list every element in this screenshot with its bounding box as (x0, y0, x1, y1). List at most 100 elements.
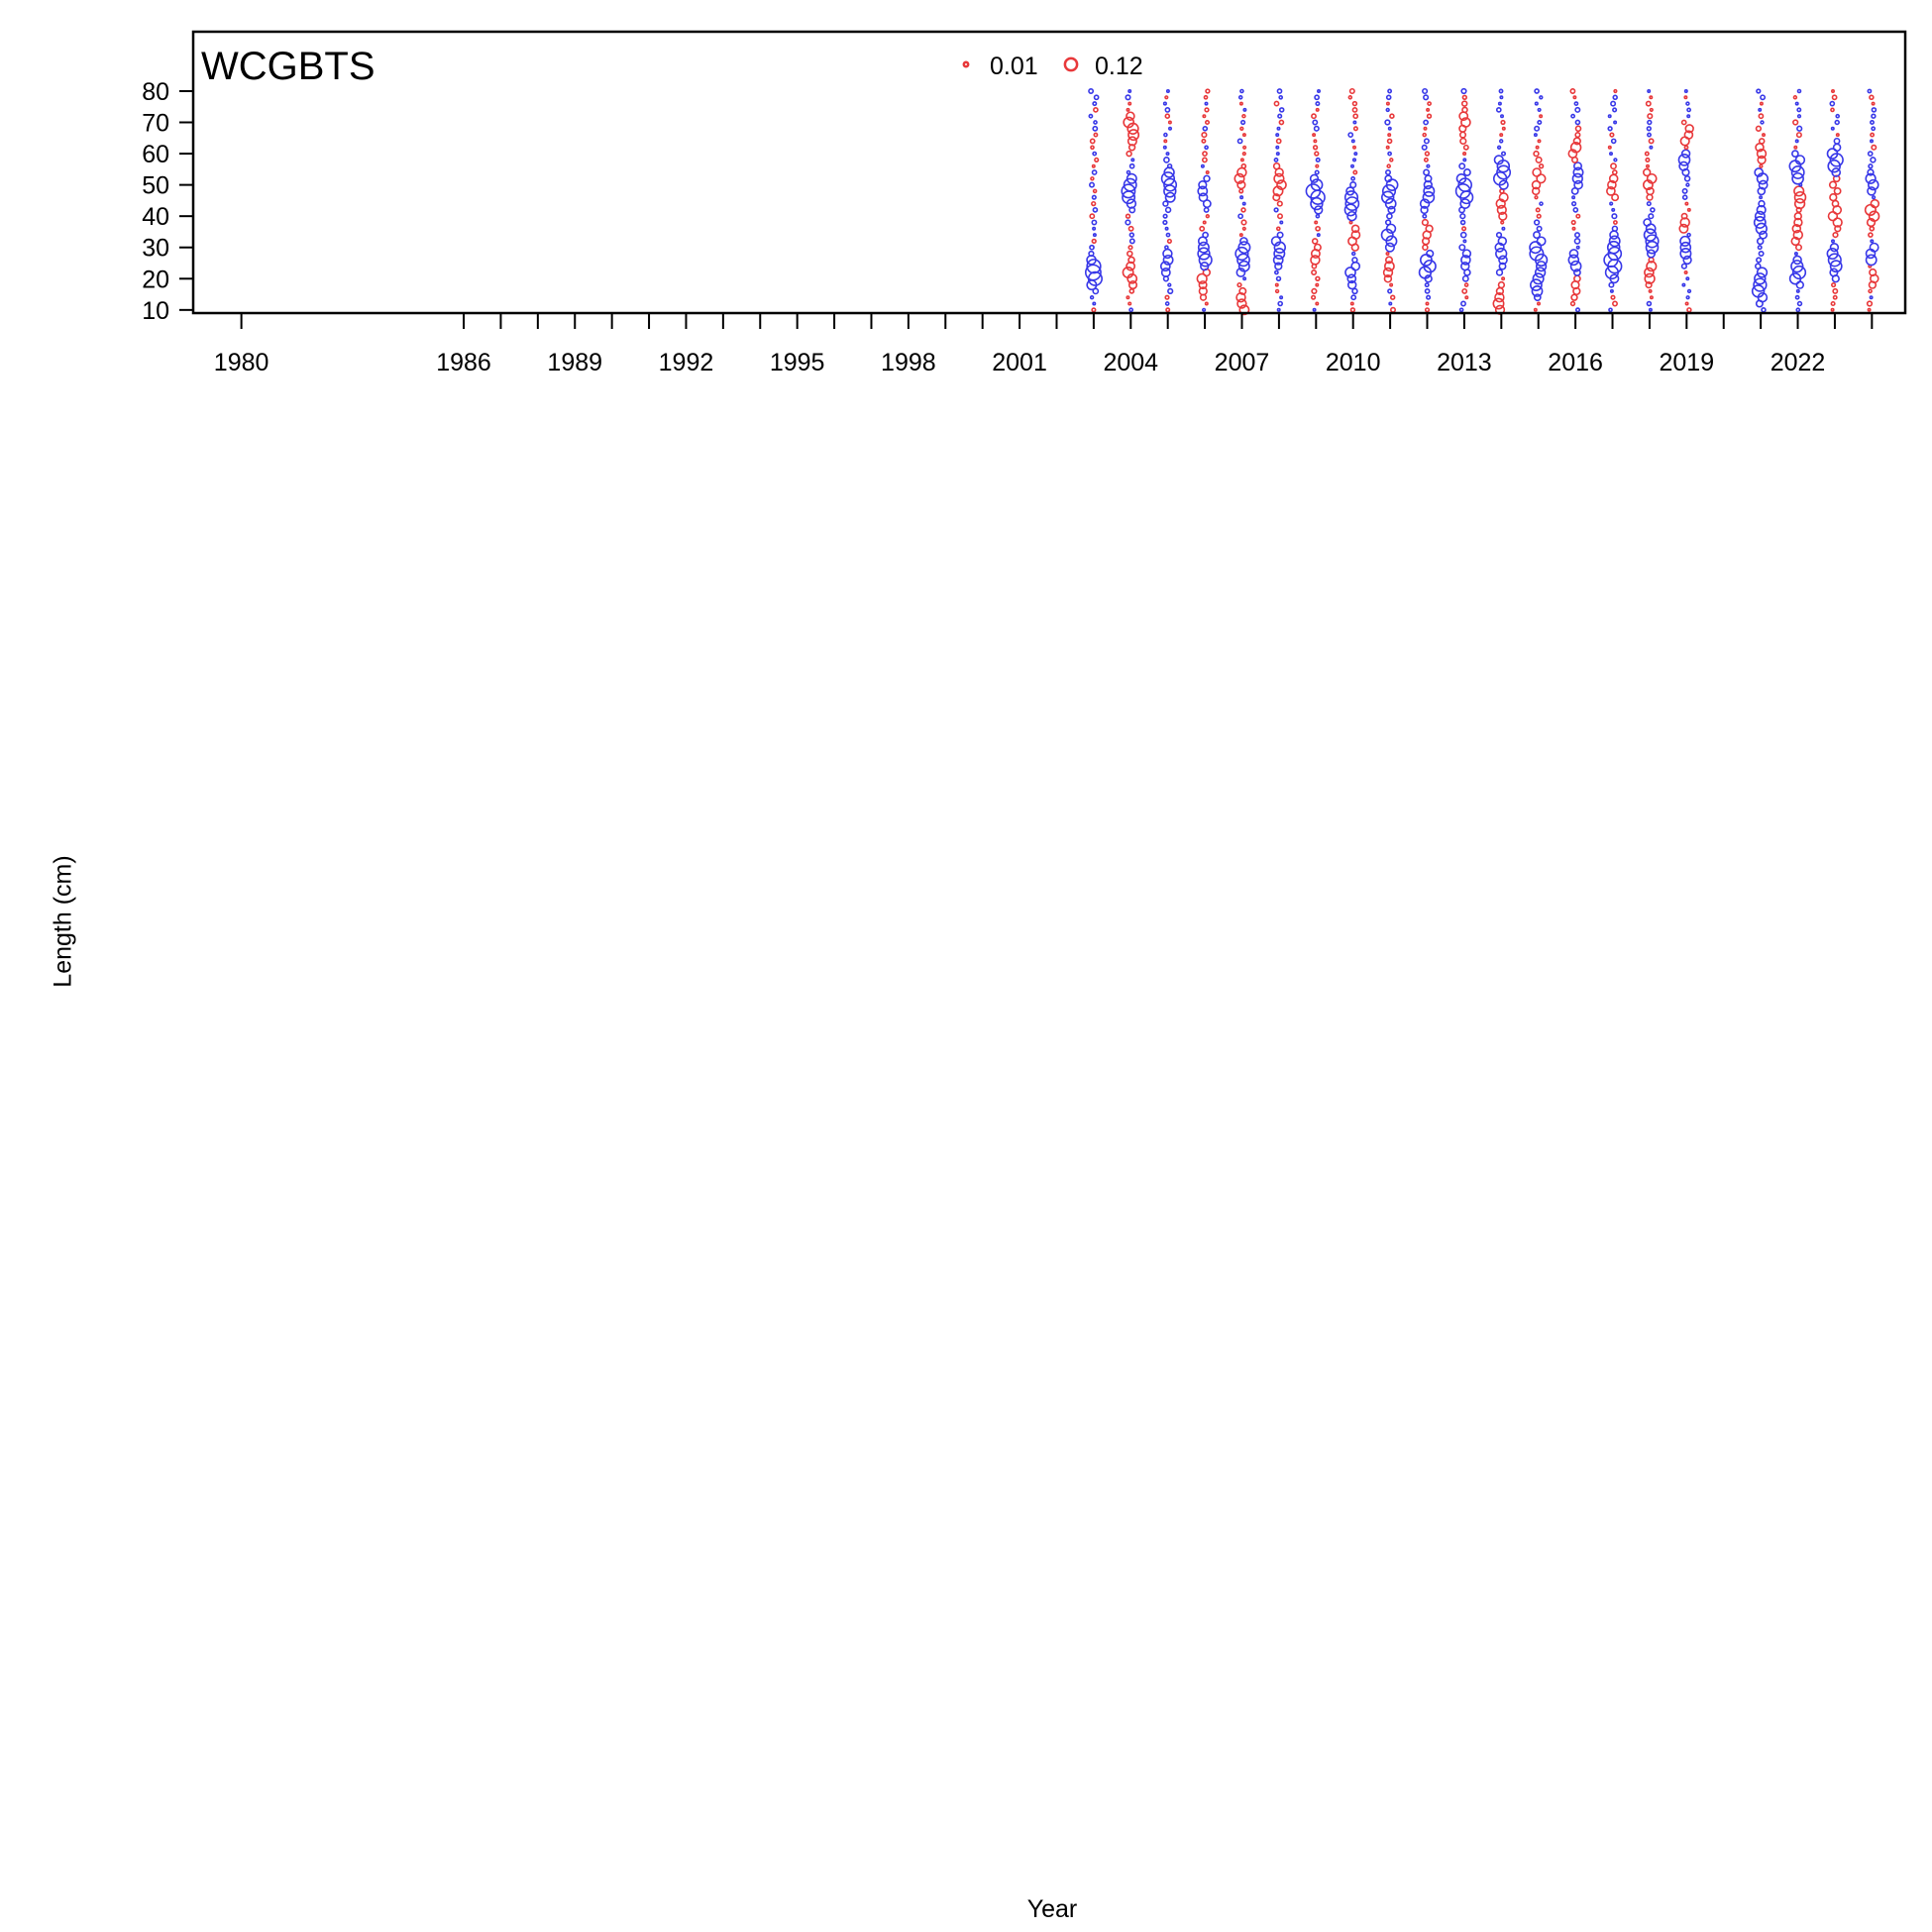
bubble (1537, 120, 1543, 126)
bubble (1870, 198, 1880, 209)
bubble (1092, 301, 1097, 306)
bubble (1683, 175, 1691, 182)
bubble (1094, 157, 1100, 162)
bubble (1349, 301, 1354, 306)
bubble (1793, 217, 1803, 228)
bubble (1127, 136, 1137, 147)
x-tick-label: 2004 (1103, 349, 1158, 376)
bubble (1351, 107, 1358, 113)
bubble (1835, 113, 1840, 119)
bubble (1830, 300, 1836, 307)
bubble (1091, 163, 1096, 168)
bubble (1197, 241, 1210, 254)
bubble (1572, 207, 1579, 213)
bubble (1608, 235, 1621, 248)
bubble (1315, 282, 1320, 287)
bubble (1348, 87, 1355, 95)
bubble (1127, 250, 1133, 258)
bubble (1536, 236, 1547, 247)
bubble (1237, 241, 1251, 255)
bubble (1422, 132, 1427, 138)
bubble (1239, 158, 1244, 162)
bubble (1460, 261, 1470, 271)
bubble (1534, 267, 1547, 278)
bubble (1574, 106, 1581, 113)
bubble (1684, 124, 1694, 134)
bubble (1240, 162, 1247, 169)
bubble (1870, 120, 1875, 125)
bubble (1127, 301, 1132, 306)
bubble (1427, 101, 1432, 106)
bubble (1649, 145, 1654, 150)
bubble (1160, 171, 1176, 186)
bubble (1421, 144, 1428, 151)
bubble (1272, 185, 1284, 197)
bubble (1536, 213, 1542, 219)
bubble (1757, 155, 1767, 165)
bubble (1645, 157, 1651, 162)
bubble (1197, 247, 1211, 261)
bubble (1387, 151, 1392, 157)
bubble (1501, 226, 1506, 231)
bubble (1311, 294, 1317, 300)
bubble (1572, 95, 1577, 100)
bubble (1796, 300, 1803, 307)
bubble (1607, 114, 1612, 119)
bubble (1201, 307, 1207, 312)
bubble (1127, 245, 1133, 251)
bubble (1278, 107, 1285, 113)
bubble (1385, 223, 1397, 235)
bubble (1276, 126, 1281, 131)
bubble (1462, 144, 1469, 151)
bubble (1681, 167, 1690, 177)
bubble (1756, 257, 1763, 264)
bubble (1829, 260, 1843, 273)
bubble (1829, 268, 1839, 277)
bubble (1648, 307, 1653, 312)
bubble (1609, 152, 1614, 157)
bubble (1493, 155, 1504, 165)
bubble (1459, 213, 1466, 220)
bubble (1794, 139, 1799, 144)
bubble (1793, 252, 1798, 257)
bubble (1273, 100, 1280, 107)
bubble (1496, 145, 1502, 150)
bubble (1092, 188, 1098, 194)
bubble (1830, 126, 1835, 131)
bubble (1533, 219, 1541, 226)
bubble (1501, 276, 1506, 281)
bubble (1826, 247, 1839, 261)
bubble (1346, 210, 1357, 222)
bubble (1462, 239, 1467, 244)
bubble (1644, 267, 1655, 278)
bubble (1239, 88, 1244, 94)
bubble (1573, 101, 1579, 106)
bubble (1310, 255, 1321, 266)
bubble (1755, 125, 1763, 132)
bubble (1347, 95, 1353, 100)
bubble (1202, 125, 1209, 132)
bubble (1686, 207, 1691, 212)
bubble (1125, 213, 1131, 219)
bubble (1350, 163, 1355, 168)
bubble (1530, 278, 1543, 291)
bubble (1794, 101, 1799, 106)
bubble (1314, 151, 1320, 157)
bubble (1684, 201, 1689, 206)
bubble (1123, 177, 1137, 192)
bubble (1462, 158, 1467, 162)
bubble (1498, 255, 1508, 266)
bubble (1829, 100, 1836, 107)
bubble (1313, 243, 1322, 252)
y-axis-label: Length (cm) (49, 855, 77, 988)
bubble (1423, 119, 1429, 126)
bubble (1352, 126, 1358, 132)
bubble (1828, 180, 1838, 189)
bubble (1240, 207, 1246, 213)
bubble (1162, 254, 1174, 266)
bubble (1683, 145, 1689, 151)
bubble (1611, 225, 1619, 233)
bubble (1093, 107, 1099, 113)
bubble (1164, 191, 1176, 203)
